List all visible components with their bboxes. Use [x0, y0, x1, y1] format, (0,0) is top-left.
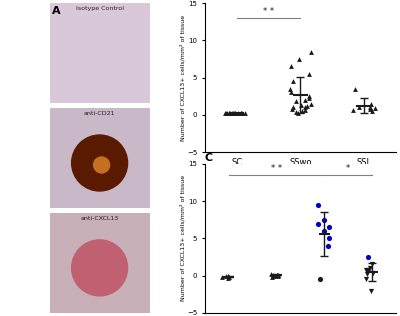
Point — [242, 110, 248, 115]
Point — [302, 108, 308, 113]
Point — [315, 221, 322, 226]
Point — [293, 109, 299, 114]
Text: * *: * * — [263, 7, 274, 16]
Point — [364, 271, 370, 277]
Point — [224, 273, 231, 278]
Point — [229, 111, 235, 116]
Point — [365, 254, 371, 259]
Point — [365, 267, 371, 272]
Point — [302, 105, 308, 110]
Point — [326, 225, 332, 230]
Point — [367, 266, 373, 271]
Point — [363, 277, 370, 282]
Point — [274, 272, 280, 277]
Text: * *: * * — [271, 164, 282, 173]
Point — [238, 111, 244, 116]
Circle shape — [72, 240, 128, 296]
Point — [268, 271, 274, 277]
Y-axis label: Number of CXCL13+ cells/mm² of tissue: Number of CXCL13+ cells/mm² of tissue — [180, 15, 186, 141]
Point — [298, 109, 305, 114]
Point — [369, 109, 375, 114]
Point — [367, 106, 373, 112]
Point — [356, 104, 362, 109]
Point — [298, 103, 304, 108]
Point — [372, 106, 378, 111]
Point — [238, 110, 245, 115]
Text: C: C — [205, 153, 213, 163]
Point — [288, 90, 294, 95]
Point — [224, 274, 231, 279]
Point — [350, 108, 356, 113]
Point — [226, 110, 233, 115]
Point — [225, 110, 232, 115]
Point — [287, 86, 293, 91]
Point — [306, 96, 312, 101]
Point — [223, 273, 230, 278]
Point — [224, 111, 230, 116]
Point — [321, 228, 328, 234]
Point — [304, 103, 310, 108]
Point — [269, 275, 276, 280]
Point — [293, 99, 299, 104]
Point — [290, 105, 297, 110]
Point — [275, 274, 281, 279]
Point — [302, 97, 308, 102]
Point — [306, 71, 312, 76]
Point — [325, 243, 332, 248]
Point — [352, 86, 358, 91]
Point — [223, 111, 229, 116]
Point — [326, 236, 332, 241]
Text: anti-CD21: anti-CD21 — [84, 111, 115, 116]
Point — [290, 79, 296, 84]
Point — [363, 268, 370, 273]
Point — [275, 272, 282, 277]
Point — [289, 106, 295, 112]
Point — [219, 275, 225, 280]
Circle shape — [94, 157, 110, 173]
Point — [295, 57, 302, 62]
Point — [230, 111, 236, 116]
Point — [226, 274, 232, 279]
Point — [368, 262, 375, 267]
Point — [306, 94, 313, 99]
Point — [237, 110, 244, 115]
Point — [227, 111, 233, 116]
Point — [232, 110, 238, 115]
Point — [368, 101, 374, 106]
Point — [295, 110, 302, 115]
Circle shape — [72, 135, 128, 191]
Y-axis label: Number of CXCL13+ cells/mm² of tissue: Number of CXCL13+ cells/mm² of tissue — [180, 175, 186, 301]
Text: B: B — [205, 0, 213, 3]
Point — [365, 269, 371, 274]
Point — [270, 273, 277, 278]
Text: *: * — [346, 164, 350, 173]
Point — [224, 275, 231, 280]
Text: A: A — [52, 6, 60, 16]
Point — [321, 217, 328, 222]
Point — [222, 110, 228, 115]
Text: anti-CXCL13: anti-CXCL13 — [80, 216, 119, 221]
Point — [234, 110, 241, 115]
Point — [231, 111, 238, 116]
Point — [308, 49, 314, 54]
Point — [315, 202, 321, 207]
Point — [270, 273, 276, 278]
Point — [288, 64, 294, 69]
Point — [232, 111, 238, 116]
Point — [316, 277, 323, 282]
Point — [274, 272, 280, 277]
Point — [367, 105, 373, 110]
Point — [370, 270, 377, 275]
Point — [308, 101, 314, 106]
Point — [368, 288, 374, 293]
Text: Isotype Control: Isotype Control — [76, 6, 124, 11]
